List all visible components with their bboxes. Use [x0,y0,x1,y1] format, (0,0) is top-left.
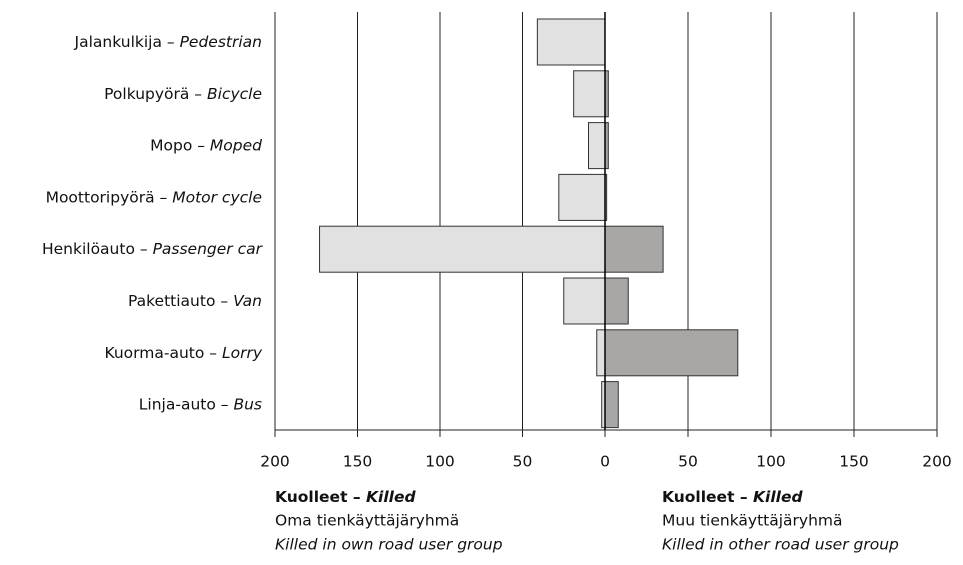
x-tick-label: 200 [260,453,290,471]
category-en: Pedestrian [180,33,262,51]
category-en: Van [233,292,262,310]
bar [604,225,664,273]
category-en: Lorry [222,343,263,361]
bar [558,173,606,221]
category-label: Jalankulkija – Pedestrian [74,33,262,51]
x-tick-label: 50 [678,453,698,471]
category-label: Kuorma-auto – Lorry [104,343,262,361]
x-tick-label: 150 [839,453,869,471]
x-tick-label: 100 [756,453,786,471]
legend-title-fi: Kuolleet – [275,488,361,506]
bar [604,329,739,377]
category-fi: Jalankulkija – [74,33,175,51]
bar [604,277,629,325]
x-tick-label: 50 [513,453,533,471]
bar [588,122,606,170]
legend-subtitle-en: Killed in other road user group [662,536,899,554]
category-label: Linja-auto – Bus [139,395,262,413]
x-tick-label: 200 [922,453,952,471]
legend-title-en: Killed [366,488,416,506]
category-fi: Polkupyörä – [104,84,202,102]
bar [573,70,606,118]
bar [563,277,606,325]
category-en: Moped [210,136,262,154]
category-fi: Kuorma-auto – [104,343,217,361]
category-fi: Moottoripyörä – [46,188,168,206]
bar [596,329,606,377]
category-en: Bicycle [207,84,262,102]
legend-subtitle: Oma tienkäyttäjäryhmä [275,512,459,530]
category-fi: Henkilöauto – [42,240,148,258]
legend-title-en: Killed [753,488,803,506]
legend-title-fi: Kuolleet – [662,488,748,506]
category-en: Bus [233,395,262,413]
legend-subtitle: Muu tienkäyttäjäryhmä [662,512,843,530]
legend-subtitle-en: Killed in own road user group [275,536,503,554]
category-en: Passenger car [153,240,264,258]
category-label: Pakettiauto – Van [128,292,262,310]
category-label: Henkilöauto – Passenger car [42,240,264,258]
category-fi: Pakettiauto – [128,292,228,310]
bar [604,381,619,429]
category-fi: Linja-auto – [139,395,229,413]
x-tick-label: 100 [425,453,455,471]
bar [536,18,606,66]
category-label: Moottoripyörä – Motor cycle [46,188,262,206]
legend-title: Kuolleet – Killed [275,488,417,506]
category-en: Motor cycle [172,188,262,206]
x-tick-label: 0 [600,453,610,471]
x-tick-label: 150 [343,453,373,471]
category-fi: Mopo – [150,136,205,154]
legend-title: Kuolleet – Killed [662,488,804,506]
category-label: Mopo – Moped [150,136,262,154]
bar [319,225,606,273]
category-label: Polkupyörä – Bicycle [104,84,262,102]
